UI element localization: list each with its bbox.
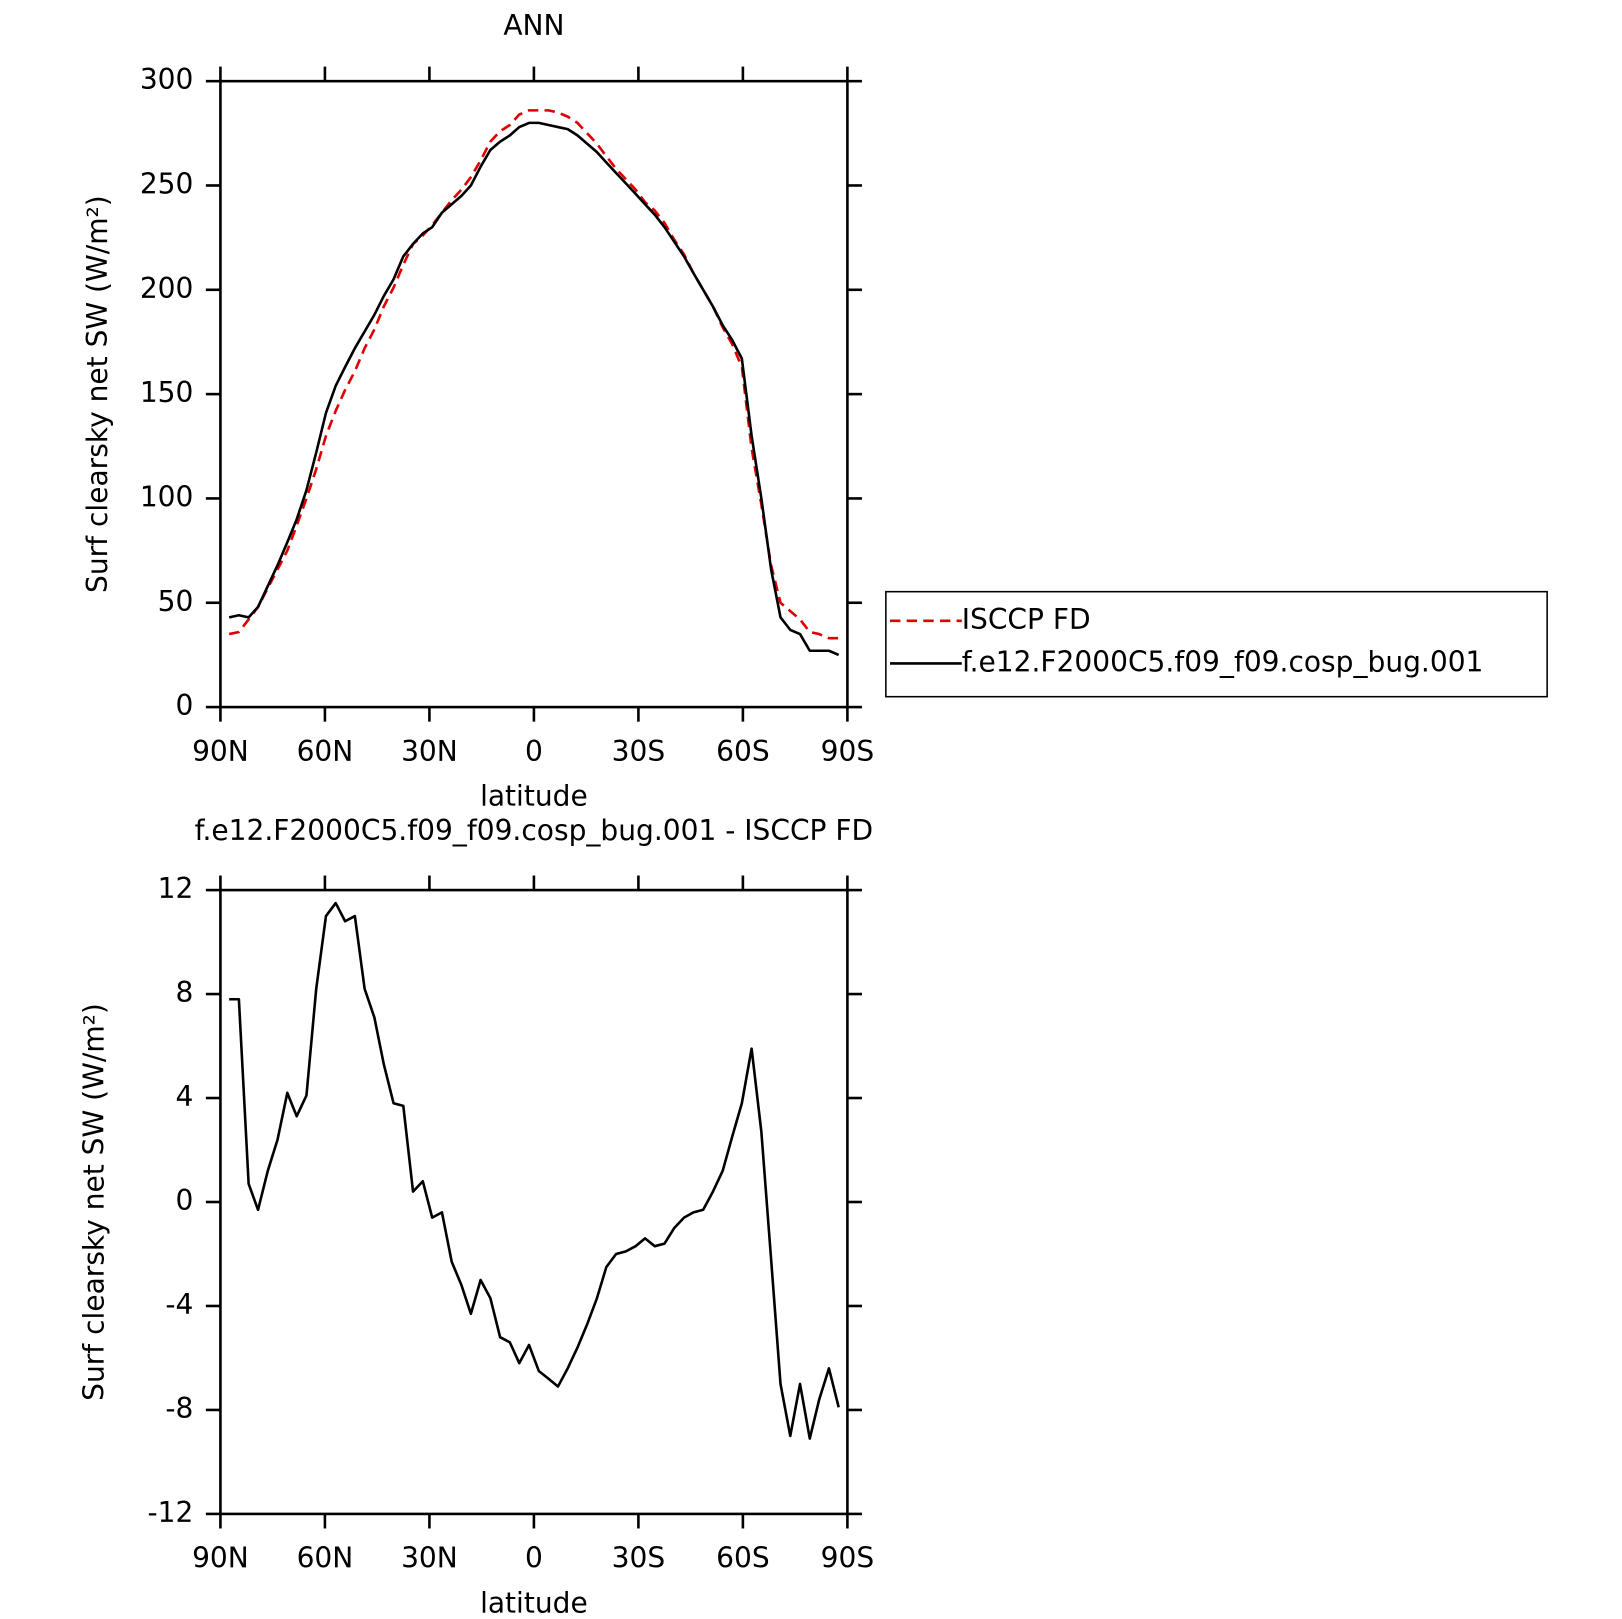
x-tick-label: 90N [192,1542,249,1575]
plot-frame [219,79,849,709]
y-tick-label: 200 [140,272,194,305]
y-tick-label: -8 [165,1392,193,1425]
x-tick-label: 90N [192,735,249,768]
y-tick-label: 250 [140,167,194,200]
x-tick-label: 0 [525,1542,543,1575]
legend-label: f.e12.F2000C5.f09_f09.cosp_bug.001 [962,645,1484,678]
legend-box [885,590,1548,698]
y-tick-label: -4 [165,1288,193,1321]
x-tick-label: 60N [297,735,354,768]
data-line [228,109,839,640]
y-tick-label: 12 [158,872,194,905]
y-tick-label: 300 [140,63,194,96]
x-tick-label: 0 [525,735,543,768]
y-tick-label: 50 [158,585,194,618]
x-tick-label: 60S [716,735,770,768]
x-axis-label: latitude [480,1586,588,1619]
x-tick-label: 60S [716,1542,770,1575]
y-axis-label: Surf clearsky net SW (W/m²) [81,195,114,593]
y-axis-label: Surf clearsky net SW (W/m²) [78,1003,111,1401]
data-line [228,121,840,657]
y-tick-label: 8 [176,976,194,1009]
x-tick-label: 30S [612,1542,666,1575]
chart-title: f.e12.F2000C5.f09_f09.cosp_bug.001 - ISC… [195,814,874,847]
x-tick-label: 90S [821,1542,875,1575]
plot-frame [219,888,849,1516]
x-tick-label: 30N [401,1542,458,1575]
y-tick-label: 100 [140,480,194,513]
y-tick-label: -12 [148,1496,194,1529]
data-line [229,901,840,1440]
x-axis-label: latitude [480,780,588,813]
y-tick-label: 0 [176,1184,194,1217]
chart-title: ANN [503,9,564,42]
x-tick-label: 30S [612,735,666,768]
x-tick-label: 60N [297,1542,354,1575]
x-tick-label: 30N [401,735,458,768]
y-tick-label: 150 [140,376,194,409]
y-tick-label: 4 [176,1080,194,1113]
legend-label: ISCCP FD [962,603,1091,636]
x-tick-label: 90S [821,735,875,768]
y-tick-label: 0 [176,689,194,722]
